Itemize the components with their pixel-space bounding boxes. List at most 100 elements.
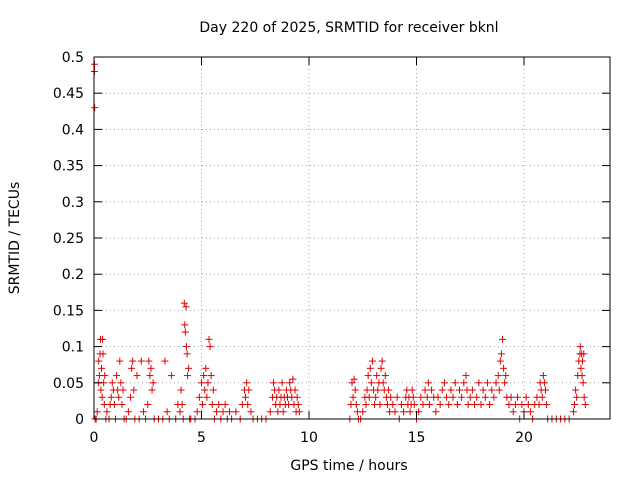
data-point (572, 386, 580, 394)
data-point (494, 372, 502, 380)
data-point (365, 393, 373, 401)
data-point (215, 401, 223, 409)
data-point (423, 393, 431, 401)
data-point (488, 386, 496, 394)
data-point (108, 379, 116, 387)
data-point (275, 386, 283, 394)
data-point (204, 379, 212, 387)
data-point (578, 372, 586, 380)
data-point (95, 357, 103, 365)
data-point (144, 401, 152, 409)
chart-title: Day 220 of 2025, SRMTID for receiver bkn… (199, 20, 498, 36)
data-point (205, 335, 213, 343)
data-point (206, 343, 214, 351)
data-point (507, 393, 515, 401)
data-point (421, 386, 429, 394)
data-point (571, 401, 579, 409)
data-point (406, 408, 414, 416)
data-point (526, 408, 534, 416)
data-point (245, 386, 253, 394)
data-point (374, 386, 382, 394)
data-point (99, 350, 107, 358)
data-point (181, 328, 189, 336)
data-point (479, 386, 487, 394)
data-point (113, 372, 121, 380)
data-point (139, 408, 147, 416)
data-point (445, 401, 453, 409)
data-point (477, 401, 485, 409)
data-point (193, 408, 201, 416)
data-point (270, 379, 278, 387)
data-point (137, 357, 145, 365)
y-axis-label: SRMTID / TECUs (7, 182, 23, 295)
y-tick-label: 0.3 (62, 195, 84, 211)
data-point (483, 379, 491, 387)
data-point (502, 372, 510, 380)
x-tick-label: 15 (408, 430, 426, 446)
data-point (149, 379, 157, 387)
data-point (505, 401, 513, 409)
data-point (133, 372, 141, 380)
data-point (349, 393, 357, 401)
data-point (381, 372, 389, 380)
data-point (183, 350, 191, 358)
data-point (409, 393, 417, 401)
data-point (580, 350, 588, 358)
data-point (266, 408, 274, 416)
data-point (573, 393, 581, 401)
data-point (176, 408, 184, 416)
data-point (500, 364, 508, 372)
y-tick-label: 0.4 (62, 122, 84, 138)
data-point (98, 364, 106, 372)
data-point (199, 401, 207, 409)
data-point (434, 393, 442, 401)
y-tick-label: 0.5 (62, 50, 84, 66)
data-point (408, 386, 416, 394)
data-point (475, 379, 483, 387)
data-point (221, 401, 229, 409)
data-point (294, 401, 302, 409)
data-point (286, 379, 294, 387)
data-point (167, 372, 175, 380)
data-point (432, 408, 440, 416)
data-point (147, 364, 155, 372)
data-point (580, 393, 588, 401)
data-point (379, 379, 387, 387)
data-point (225, 408, 233, 416)
data-point (569, 408, 577, 416)
data-point (289, 375, 297, 383)
data-point (293, 393, 301, 401)
data-point (351, 386, 359, 394)
x-tick-label: 5 (197, 430, 206, 446)
data-point (350, 375, 358, 383)
data-point (364, 372, 372, 380)
data-point (539, 372, 547, 380)
data-point (499, 335, 506, 343)
data-point (579, 379, 587, 387)
data-point (393, 393, 401, 401)
plot-frame (93, 56, 611, 420)
data-point (468, 386, 476, 394)
y-tick-label: 0.25 (53, 231, 84, 247)
data-point (496, 357, 504, 365)
data-point (278, 379, 286, 387)
data-point (242, 393, 250, 401)
data-point (447, 386, 455, 394)
data-point (535, 401, 543, 409)
data-point (542, 386, 549, 394)
data-point (372, 393, 380, 401)
data-point (451, 379, 459, 387)
data-point (367, 379, 375, 387)
data-points (90, 60, 589, 423)
data-point (497, 350, 505, 358)
data-point (198, 379, 205, 387)
data-point (359, 408, 367, 416)
data-point (576, 343, 584, 351)
data-point (509, 408, 517, 416)
data-point (208, 401, 216, 409)
data-point (209, 386, 217, 394)
y-tick-label: 0.35 (53, 159, 84, 175)
data-point (148, 386, 156, 394)
data-point (182, 343, 190, 351)
data-point (540, 379, 548, 387)
